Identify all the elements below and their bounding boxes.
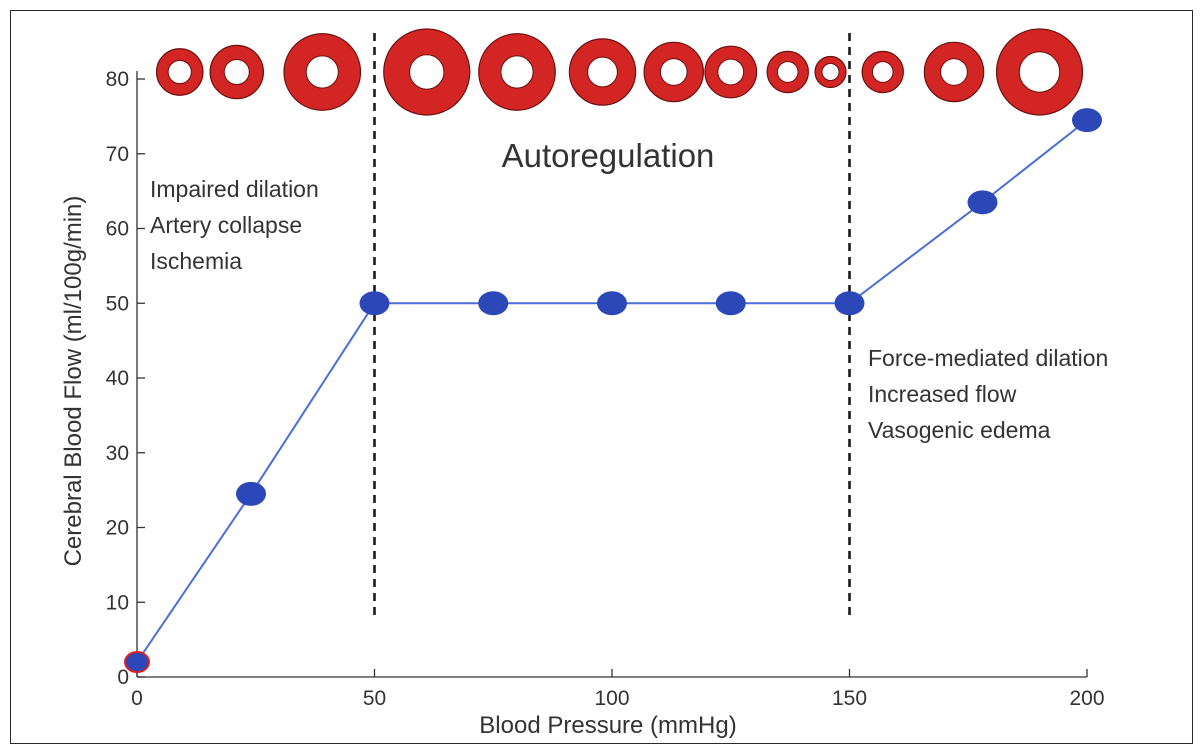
data-point [478,291,509,316]
figure-frame: 0 10 20 30 40 50 60 70 80 0 50 100 150 200 Autoregul… [10,10,1193,744]
x-tick-label: 0 [131,687,143,710]
vessel-ring [478,33,556,111]
annotation-increased-flow: Increased flow [868,381,1017,407]
low-pressure-annotation: Impaired dilation Artery collapse Ischem… [150,176,319,274]
x-axis-ticks: 0 50 100 150 200 [131,669,1105,710]
chart-title: Autoregulation [502,137,715,174]
vessel-ring [861,50,904,94]
vessel-lumen [587,56,618,88]
x-tick-label: 100 [594,687,629,710]
vessel-lumen [871,61,894,83]
vessel-lumen [821,62,840,82]
vessel-ring [704,45,758,99]
vessel-ring [814,55,847,89]
vessel-ring [209,44,265,100]
vessel-cross-sections [155,28,1084,116]
data-point [597,291,627,316]
annotation-force-mediated-dilation: Force-mediated dilation [868,345,1108,371]
data-point [359,291,390,316]
y-axis-ticks: 0 10 20 30 40 50 60 70 80 [106,68,145,689]
x-tick-label: 150 [832,687,867,710]
data-point [1072,108,1102,133]
data-point [967,190,998,215]
data-point [715,291,746,316]
high-pressure-annotation: Force-mediated dilation Increased flow V… [868,345,1108,443]
data-point [124,651,150,674]
annotation-impaired-dilation: Impaired dilation [150,176,319,202]
y-tick-label: 70 [106,143,129,166]
vessel-lumen [776,61,799,83]
annotation-ischemia: Ischemia [150,248,242,274]
vessel-ring [643,41,705,103]
vessel-ring [995,28,1084,116]
y-tick-label: 80 [106,68,129,91]
y-tick-label: 0 [117,666,129,689]
regime-boundaries [373,33,851,615]
y-tick-label: 20 [106,517,129,540]
vessel-ring [766,50,809,94]
y-tick-label: 40 [106,367,129,390]
y-tick-label: 30 [106,442,129,465]
vessel-lumen [305,55,339,89]
vessel-lumen [409,54,445,90]
vessel-lumen [940,58,968,86]
vessel-lumen [167,59,192,85]
x-tick-label: 50 [363,687,386,710]
y-axis-title: Cerebral Blood Flow (ml/100g/min) [60,196,87,567]
blood-flow-points [124,108,1102,674]
vessel-lumen [500,55,534,89]
vessel-lumen [223,58,250,86]
vessel-lumen [659,58,688,86]
vessel-ring [568,38,637,106]
y-tick-label: 50 [106,292,129,315]
y-tick-label: 10 [106,591,129,614]
vessel-ring [283,33,362,111]
vessel-lumen [1018,51,1061,93]
annotation-vasogenic-edema: Vasogenic edema [868,417,1051,443]
vessel-ring [155,48,204,96]
autoregulation-chart: 0 10 20 30 40 50 60 70 80 0 50 100 150 200 Autoregul… [60,28,1108,739]
vessel-ring [383,28,471,116]
vessel-ring [923,41,985,103]
x-tick-label: 200 [1069,687,1104,710]
annotation-artery-collapse: Artery collapse [150,212,302,238]
y-tick-label: 60 [106,218,129,241]
data-point [834,291,865,316]
data-point [236,481,266,506]
x-axis-title: Blood Pressure (mmHg) [479,712,736,739]
vessel-lumen [717,58,745,86]
